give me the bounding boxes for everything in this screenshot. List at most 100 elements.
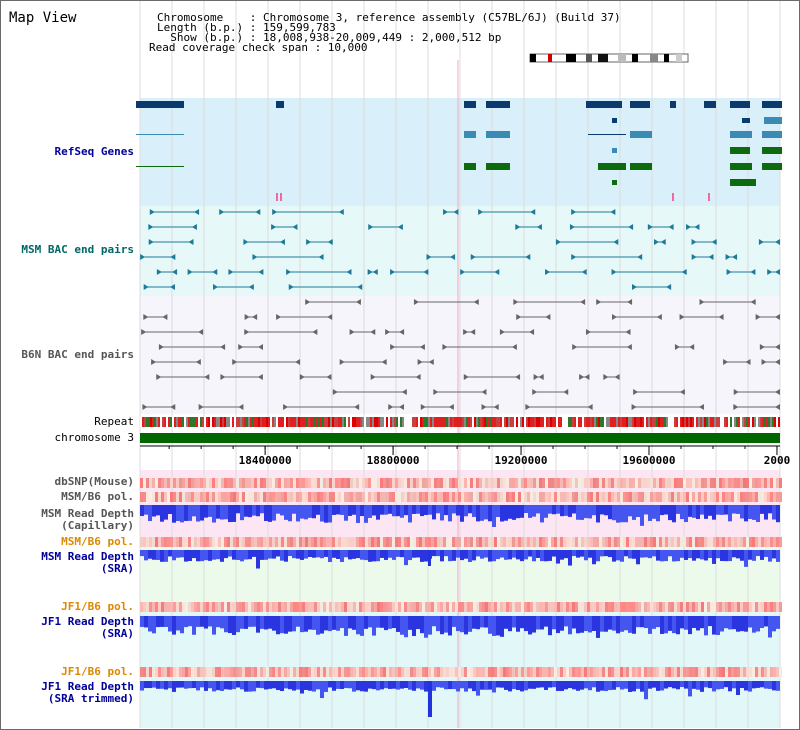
msm-pol2-heat-cell: [266, 537, 269, 547]
dbsnp-heat-cell: [722, 478, 725, 488]
jf1-trimmed-depth-bar: [684, 681, 688, 689]
msm-pol2-heat-cell: [401, 537, 404, 547]
msm-pol-heat-cell: [161, 492, 164, 502]
b6n-bac-pair: [170, 404, 176, 410]
msm-pol-heat-cell: [539, 492, 542, 502]
msm-pol2-heat-cell: [554, 537, 557, 547]
jf1-pol-heat-cell: [164, 602, 167, 612]
msm-capillary-depth-bar: [664, 505, 668, 515]
jf1-pol-heat-cell: [152, 602, 155, 612]
ideogram-band: [586, 54, 592, 62]
msm-bac-pair: [187, 269, 193, 275]
jf1-pol2-heat-cell: [389, 667, 392, 677]
jf1-sra-depth-bar: [272, 616, 276, 631]
jf1-pol-heat-cell: [188, 602, 191, 612]
repeat-segment: [608, 417, 610, 427]
repeat-segment: [346, 417, 348, 427]
jf1-pol2-heat-cell: [479, 667, 482, 677]
msm-pol-heat-cell: [242, 492, 245, 502]
msm-pol2-heat-cell: [623, 537, 626, 547]
msm-pol-heat-cell: [248, 492, 251, 502]
msm-capillary-depth-bar: [640, 505, 644, 526]
jf1-pol2-heat-cell: [728, 667, 731, 677]
dbsnp-heat-cell: [455, 478, 458, 488]
b6n-bac-pair: [603, 374, 609, 380]
msm-pol-heat-cell: [437, 492, 440, 502]
msm-pol2-heat-cell: [575, 537, 578, 547]
jf1-pol-heat-cell: [416, 602, 419, 612]
repeat-segment: [388, 417, 390, 427]
jf1-pol2-heat-cell: [290, 667, 293, 677]
msm-sra-depth-bar: [512, 550, 516, 558]
msm-pol-heat-cell: [311, 492, 314, 502]
jf1-trimmed-depth-bar: [396, 681, 400, 690]
msm-pol-heat-cell: [698, 492, 701, 502]
jf1-trimmed-depth-bar: [476, 681, 480, 696]
msm-bac-pair: [478, 209, 484, 215]
msm-pol-heat-cell: [530, 492, 533, 502]
repeat-segment: [324, 417, 326, 427]
jf1-pol2-heat-cell: [386, 667, 389, 677]
repeat-segment: [584, 417, 586, 427]
repeat-segment: [502, 417, 504, 427]
jf1-trimmed-depth-bar: [704, 681, 708, 688]
msm-capillary-depth-bar: [776, 505, 780, 523]
repeat-segment: [706, 417, 708, 427]
msm-capillary-depth-bar: [356, 505, 360, 523]
dbsnp-heat-cell: [662, 478, 665, 488]
b6n-bac-pair: [572, 344, 578, 350]
msm-pol-heat-cell: [263, 492, 266, 502]
jf1-sra-depth-bar: [308, 616, 312, 630]
msm-pol2-heat-cell: [344, 537, 347, 547]
msm-capillary-depth-bar: [176, 505, 180, 522]
dbsnp-heat-cell: [566, 478, 569, 488]
repeat-segment: [298, 417, 300, 427]
jf1-pol2-heat-cell: [188, 667, 191, 677]
jf1-trimmed-depth-bar: [648, 681, 652, 689]
ruler-tick-label: 2000: [764, 454, 791, 467]
msm-pol-heat-cell: [401, 492, 404, 502]
msm-pol2-heat-cell: [203, 537, 206, 547]
msm-bac-pair: [148, 239, 154, 245]
repeat-segment: [446, 417, 448, 427]
jf1-pol2-heat-cell: [713, 667, 716, 677]
repeat-segment: [662, 417, 664, 427]
msm-sra-depth-bar: [420, 550, 424, 562]
b6n-bac-pair: [679, 314, 685, 320]
msm-pol2-heat-cell: [332, 537, 335, 547]
repeat-segment: [276, 417, 278, 427]
msm-bac-pair: [613, 239, 619, 245]
msm-bac-pair: [279, 239, 285, 245]
msm-capillary-depth-bar: [472, 505, 476, 517]
msm-bac-pair: [213, 284, 219, 290]
msm-sra-depth-bar: [600, 550, 604, 557]
repeat-segment: [606, 417, 608, 427]
jf1-sra-depth-bar: [164, 616, 168, 627]
jf1-trimmed-depth-bar: [324, 681, 328, 692]
gene-feature: [630, 131, 652, 138]
msm-sra-depth-bar: [472, 550, 476, 561]
msm-pol-heat-cell: [602, 492, 605, 502]
jf1-sra-depth-bar: [556, 616, 560, 634]
jf1-pol2-heat-cell: [269, 667, 272, 677]
msm-pol-heat-cell: [203, 492, 206, 502]
msm-sra-depth-bar: [400, 550, 404, 558]
msm-sra-depth-bar: [732, 550, 736, 558]
msm-pol-heat-cell: [695, 492, 698, 502]
msm-pol-heat-cell: [458, 492, 461, 502]
jf1-trimmed-depth-bar: [516, 681, 520, 691]
dbsnp-heat-cell: [497, 478, 500, 488]
jf1-pol-heat-cell: [506, 602, 509, 612]
jf1-pol2-heat-cell: [209, 667, 212, 677]
msm-pol-heat-cell: [461, 492, 464, 502]
jf1-pol2-heat-cell: [287, 667, 290, 677]
msm-pol-heat-cell: [299, 492, 302, 502]
msm-pol2-heat-cell: [635, 537, 638, 547]
jf1-trimmed-depth-bar: [436, 681, 440, 688]
msm-pol2-heat-cell: [548, 537, 551, 547]
repeat-segment: [296, 417, 298, 427]
jf1-pol2-heat-cell: [521, 667, 524, 677]
msm-pol-heat-cell: [434, 492, 437, 502]
b6n-bac-pair: [656, 314, 662, 320]
jf1-sra-depth-bar: [300, 616, 304, 633]
